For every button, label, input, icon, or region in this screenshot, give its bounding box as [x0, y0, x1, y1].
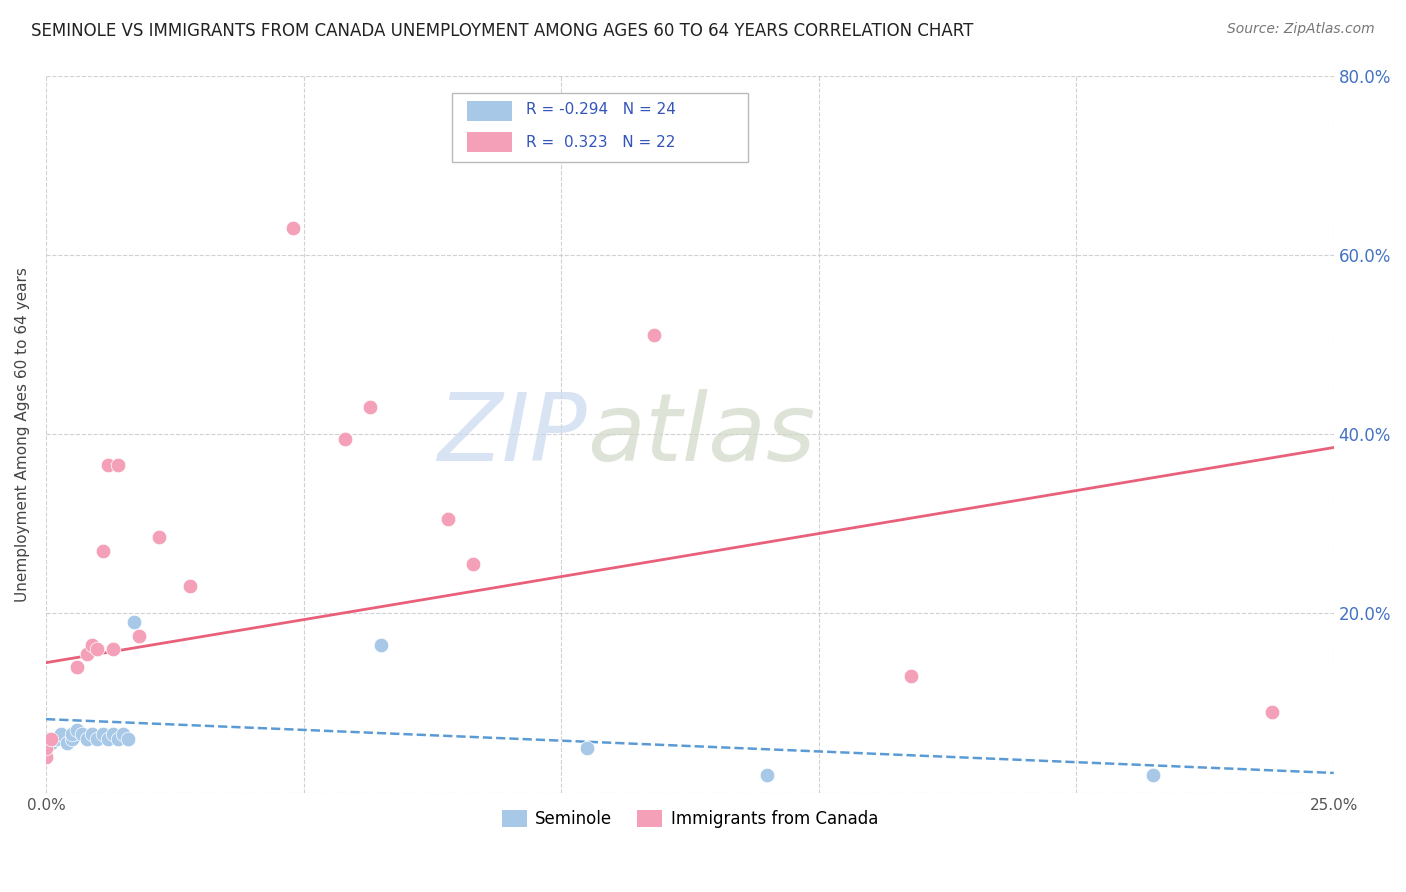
Point	[283, 221, 305, 235]
Point	[66, 660, 89, 674]
Point	[148, 530, 170, 544]
Point	[112, 727, 135, 741]
Text: R =  0.323   N = 22: R = 0.323 N = 22	[526, 135, 676, 150]
Point	[643, 328, 665, 343]
Point	[39, 736, 62, 750]
Point	[60, 727, 83, 741]
Point	[107, 731, 129, 746]
FancyBboxPatch shape	[467, 101, 512, 120]
Point	[333, 432, 356, 446]
Point	[117, 731, 139, 746]
Point	[66, 723, 89, 737]
Point	[39, 731, 62, 746]
Point	[35, 749, 58, 764]
Legend: Seminole, Immigrants from Canada: Seminole, Immigrants from Canada	[495, 803, 884, 835]
Point	[60, 731, 83, 746]
Point	[76, 731, 98, 746]
Point	[463, 557, 485, 571]
Point	[35, 740, 58, 755]
Point	[1142, 768, 1164, 782]
Point	[97, 458, 120, 473]
Point	[101, 642, 124, 657]
Point	[575, 740, 598, 755]
Point	[1261, 705, 1284, 719]
Point	[86, 642, 108, 657]
Y-axis label: Unemployment Among Ages 60 to 64 years: Unemployment Among Ages 60 to 64 years	[15, 267, 30, 601]
Point	[756, 768, 779, 782]
Text: SEMINOLE VS IMMIGRANTS FROM CANADA UNEMPLOYMENT AMONG AGES 60 TO 64 YEARS CORREL: SEMINOLE VS IMMIGRANTS FROM CANADA UNEMP…	[31, 22, 973, 40]
Point	[51, 727, 73, 741]
Point	[122, 615, 145, 630]
Text: atlas: atlas	[586, 389, 815, 480]
Point	[35, 749, 58, 764]
Point	[82, 638, 104, 652]
Text: R = -0.294   N = 24: R = -0.294 N = 24	[526, 103, 676, 118]
Point	[91, 727, 114, 741]
Point	[97, 731, 120, 746]
Point	[55, 736, 77, 750]
Point	[128, 629, 150, 643]
Point	[86, 731, 108, 746]
Point	[45, 731, 67, 746]
Point	[179, 579, 201, 593]
Point	[76, 647, 98, 661]
Point	[107, 458, 129, 473]
Point	[91, 543, 114, 558]
FancyBboxPatch shape	[467, 132, 512, 153]
Point	[35, 731, 58, 746]
Point	[436, 512, 458, 526]
FancyBboxPatch shape	[451, 94, 748, 161]
Point	[70, 727, 93, 741]
Point	[359, 400, 381, 414]
Text: ZIP: ZIP	[437, 389, 586, 480]
Point	[82, 727, 104, 741]
Point	[900, 669, 922, 683]
Text: Source: ZipAtlas.com: Source: ZipAtlas.com	[1227, 22, 1375, 37]
Point	[101, 727, 124, 741]
Point	[370, 638, 392, 652]
